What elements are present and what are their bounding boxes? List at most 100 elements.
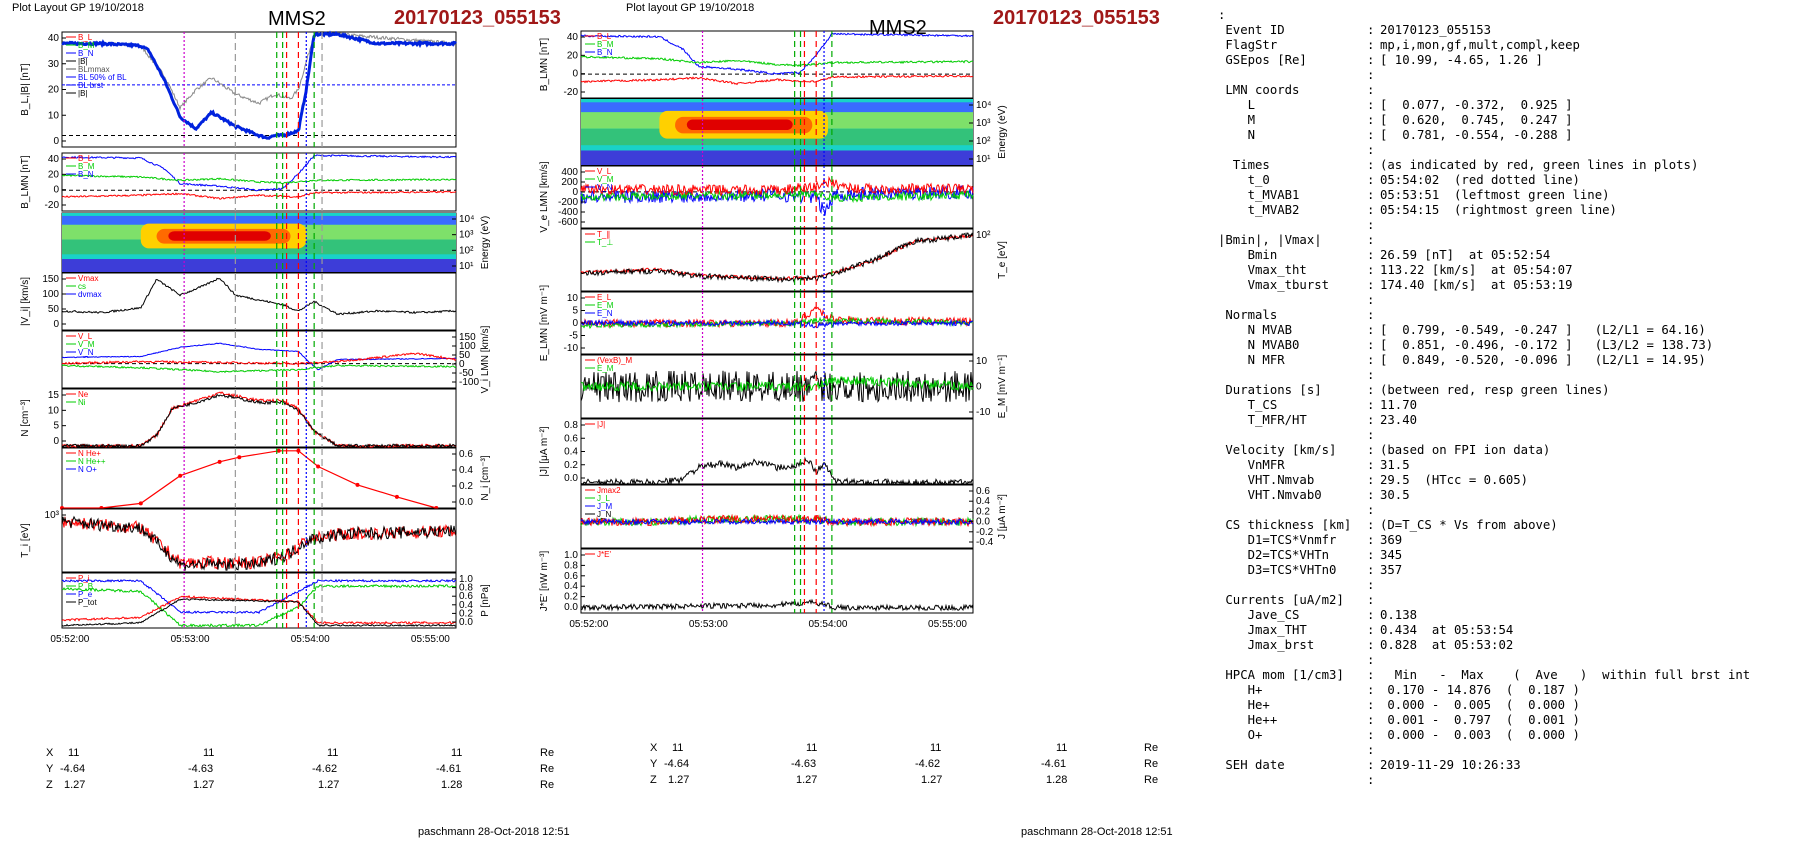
info-key: Jmax_THT bbox=[1218, 623, 1307, 637]
panel-frame bbox=[61, 152, 457, 212]
panel-espec: 10⁴ 10³ 10² 10¹ Energy (eV) bbox=[580, 98, 1008, 166]
info-line: HPCA mom [1/cm3]: Min - Max ( Ave ) with… bbox=[1218, 668, 1798, 683]
legend-label: (VexB)_M bbox=[597, 356, 632, 365]
panel-p: 1.00.80.60.40.20.0 P [nPa] P_iP_BP_eP_tot bbox=[61, 572, 491, 629]
data-point bbox=[355, 482, 360, 487]
info-key: D3=TCS*VHTn0 bbox=[1218, 563, 1337, 577]
legend-label: Vmax bbox=[78, 274, 98, 283]
y-axis-label: N [cm⁻³] bbox=[20, 399, 31, 437]
y-tick-label: -5 bbox=[569, 331, 578, 342]
info-key: Event ID bbox=[1218, 23, 1285, 37]
info-line: Jave_CS:0.138 bbox=[1218, 608, 1798, 623]
info-colon: : bbox=[1367, 398, 1375, 412]
info-colon: : bbox=[1367, 368, 1375, 382]
y-axis-label: J*E' [nW m⁻³] bbox=[539, 551, 550, 612]
spectrogram-band bbox=[686, 119, 793, 131]
legend-label: B_M bbox=[78, 41, 95, 50]
coord-value: -4.63 bbox=[188, 763, 214, 775]
series-line bbox=[61, 30, 457, 140]
info-line: T_MFR/HT:23.40 bbox=[1218, 413, 1798, 428]
y-tick-label: 0.2 bbox=[459, 608, 473, 619]
info-line: Times: (as indicated by red, green lines … bbox=[1218, 158, 1798, 173]
info-line: D2=TCS*VHTn:345 bbox=[1218, 548, 1798, 563]
legend-label: Ne bbox=[78, 390, 89, 399]
info-value: 174.40 [km/s] at 05:53:19 bbox=[1380, 278, 1573, 292]
info-colon: : bbox=[1367, 218, 1375, 232]
info-colon: : bbox=[1367, 278, 1375, 292]
info-key: N bbox=[1218, 128, 1256, 142]
info-colon: : bbox=[1367, 143, 1375, 157]
info-line: : bbox=[1218, 143, 1798, 158]
info-value: (D=T_CS * Vs from above) bbox=[1380, 518, 1558, 532]
legend-label: E_L bbox=[597, 293, 612, 302]
info-colon: : bbox=[1367, 548, 1375, 562]
info-line: SEH date:2019-11-29 10:26:33 bbox=[1218, 758, 1798, 773]
info-line: VnMFR:31.5 bbox=[1218, 458, 1798, 473]
y-tick-label: 150 bbox=[459, 332, 476, 343]
info-value: [ 0.077, -0.372, 0.925 ] bbox=[1380, 98, 1573, 112]
info-colon: : bbox=[1367, 488, 1375, 502]
info-colon: : bbox=[1367, 578, 1375, 592]
y-tick-label: 10 bbox=[976, 356, 988, 367]
panel-elmn: 10 50 -5-10 E_LMN [mV m⁻¹] E_LE_ME_N bbox=[539, 285, 974, 361]
y-tick-label: 1.0 bbox=[459, 574, 473, 585]
mid-footer: paschmann 28-Oct-2018 12:51 bbox=[1021, 826, 1173, 838]
y-tick-label: 40 bbox=[48, 154, 60, 165]
legend-label: B_N bbox=[78, 49, 94, 58]
info-value: [ 0.781, -0.554, -0.288 ] bbox=[1380, 128, 1573, 142]
y-tick-label: 0 bbox=[572, 69, 578, 80]
y-tick-label: 0.2 bbox=[564, 460, 578, 471]
info-colon: : bbox=[1367, 38, 1375, 52]
info-colon: : bbox=[1367, 293, 1375, 307]
info-colon: : bbox=[1367, 128, 1375, 142]
y-tick-label: 40 bbox=[48, 33, 60, 44]
info-key: VHT.Nmvab bbox=[1218, 473, 1315, 487]
y-tick-label: 100 bbox=[459, 341, 476, 352]
panel-frame bbox=[61, 572, 457, 629]
legend-label: BLmmax bbox=[78, 65, 110, 74]
data-point bbox=[394, 494, 399, 499]
panel-ti: 10³ T_i [eV] bbox=[20, 508, 457, 573]
info-value: 357 bbox=[1380, 563, 1403, 577]
info-key: He+ bbox=[1218, 698, 1270, 712]
info-line: : bbox=[1218, 68, 1798, 83]
legend-label: J_N bbox=[597, 510, 611, 519]
panel-frame bbox=[580, 548, 974, 614]
info-value: 23.40 bbox=[1380, 413, 1418, 427]
panel-em: 10 0 -10 E_M [mV m⁻¹] (VexB)_ME_M bbox=[580, 354, 1008, 419]
info-colon: : bbox=[1367, 113, 1375, 127]
panel-frame bbox=[61, 447, 457, 509]
legend-label: E_N bbox=[597, 309, 613, 318]
panel-frame bbox=[61, 272, 457, 331]
info-colon: : bbox=[1367, 53, 1375, 67]
y-tick-label: 0 bbox=[572, 187, 578, 198]
y-axis-label: V_e LMN [km/s] bbox=[539, 161, 550, 232]
legend-label: |B| bbox=[78, 57, 88, 66]
info-value: [ 0.851, -0.496, -0.172 ] (L3/L2 = 138.7… bbox=[1380, 338, 1714, 352]
coord-value: 1.27 bbox=[193, 779, 215, 791]
info-colon: : bbox=[1367, 443, 1375, 457]
coord-unit: Re bbox=[1144, 742, 1159, 754]
info-value: 0.170 - 14.876 ( 0.187 ) bbox=[1380, 683, 1580, 697]
y-tick-label: 400 bbox=[561, 167, 578, 178]
series-line bbox=[61, 154, 457, 192]
series-line bbox=[61, 342, 457, 371]
y-axis-label-right: V_i LMN [km/s] bbox=[480, 325, 491, 393]
y-tick-label: 10 bbox=[48, 110, 60, 121]
y-tick-label: -10 bbox=[564, 343, 579, 354]
info-line: Durations [s]: (between red, resp green l… bbox=[1218, 383, 1798, 398]
info-value: [ 0.620, 0.745, 0.247 ] bbox=[1380, 113, 1573, 127]
coord-label: Z bbox=[46, 779, 53, 791]
left-header: Plot Layout GP 19/10/2018 bbox=[12, 2, 144, 14]
legend-label: B_M bbox=[78, 162, 95, 171]
info-value: [ 0.849, -0.520, -0.096 ] (L2/L1 = 14.95… bbox=[1380, 353, 1706, 367]
info-value: 0.000 - 0.005 ( 0.000 ) bbox=[1380, 698, 1580, 712]
info-key: Currents [uA/m2] bbox=[1218, 593, 1344, 607]
legend-label: |B| bbox=[78, 89, 88, 98]
y-axis-label-right: N_i [cm⁻³] bbox=[480, 455, 491, 501]
coord-label: X bbox=[650, 742, 658, 754]
legend-label: P_e bbox=[78, 590, 93, 599]
series-line bbox=[580, 32, 974, 76]
